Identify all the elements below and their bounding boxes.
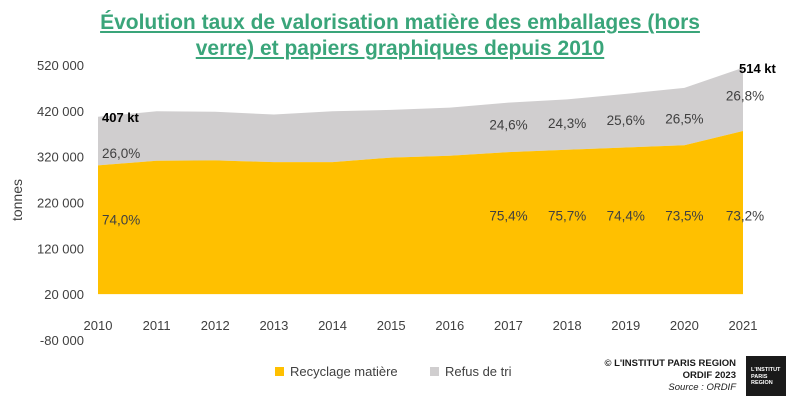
- y-tick-label: 420 000: [37, 104, 84, 119]
- total-label: 407 kt: [102, 110, 140, 125]
- y-tick-label: 20 000: [44, 287, 84, 302]
- series-area-refus-de-tri: [98, 67, 743, 166]
- x-tick-label: 2020: [670, 318, 699, 333]
- logo-line-2: PARIS: [751, 373, 768, 380]
- legend-swatch: [430, 367, 439, 376]
- series-area-recyclage-matiere: [98, 131, 743, 295]
- logo-line-3: REGION: [751, 380, 773, 386]
- legend-label: Recyclage matière: [290, 364, 398, 379]
- institute-logo: L'INSTITUT PARIS REGION: [746, 356, 786, 396]
- chart-title: Évolution taux de valorisation matière d…: [0, 10, 800, 62]
- legend-label: Refus de tri: [445, 364, 512, 379]
- percentage-label: 26,0%: [102, 146, 140, 161]
- x-tick-label: 2011: [143, 318, 171, 333]
- percentage-label: 24,3%: [548, 116, 586, 131]
- y-tick-label: 220 000: [37, 196, 84, 211]
- percentage-label: 26,5%: [665, 112, 703, 127]
- percentage-label: 25,6%: [607, 113, 645, 128]
- source-text: Source : ORDIF: [668, 382, 736, 393]
- y-tick-label: 520 000: [37, 58, 84, 73]
- percentage-label: 24,6%: [489, 118, 527, 133]
- percentage-label: 26,8%: [726, 89, 764, 104]
- percentage-label: 73,5%: [665, 208, 703, 223]
- chart-title-line-2: verre) et papiers graphiques depuis 2010: [195, 37, 605, 60]
- credit-text: © L'INSTITUT PARIS REGION: [604, 358, 736, 369]
- percentage-label: 75,4%: [489, 208, 527, 223]
- x-tick-label: 2019: [611, 318, 640, 333]
- percentage-label: 74,0%: [102, 212, 140, 227]
- x-tick-label: 2021: [729, 318, 758, 333]
- x-tick-label: 2015: [377, 318, 406, 333]
- total-label: 514 kt: [739, 61, 777, 76]
- x-tick-label: 2012: [201, 318, 230, 333]
- y-tick-label: 320 000: [37, 150, 84, 165]
- y-tick-label: 120 000: [37, 241, 84, 256]
- chart-title-line-1: Évolution taux de valorisation matière d…: [100, 11, 700, 34]
- logo-line-1: L'INSTITUT: [751, 367, 781, 373]
- x-tick-label: 2014: [318, 318, 347, 333]
- x-tick-label: 2016: [435, 318, 464, 333]
- percentage-label: 74,4%: [607, 208, 645, 223]
- credit-year: ORDIF 2023: [682, 370, 736, 381]
- y-axis-label: tonnes: [9, 179, 25, 221]
- x-tick-label: 2010: [84, 318, 113, 333]
- x-tick-label: 2017: [494, 318, 523, 333]
- legend-swatch: [275, 367, 284, 376]
- percentage-label: 73,2%: [726, 208, 764, 223]
- percentage-label: 75,7%: [548, 208, 586, 223]
- credit-block: © L'INSTITUT PARIS REGION ORDIF 2023 Sou…: [604, 358, 736, 394]
- x-tick-label: 2018: [553, 318, 582, 333]
- x-tick-label: 2013: [259, 318, 288, 333]
- y-tick-label: -80 000: [40, 333, 84, 348]
